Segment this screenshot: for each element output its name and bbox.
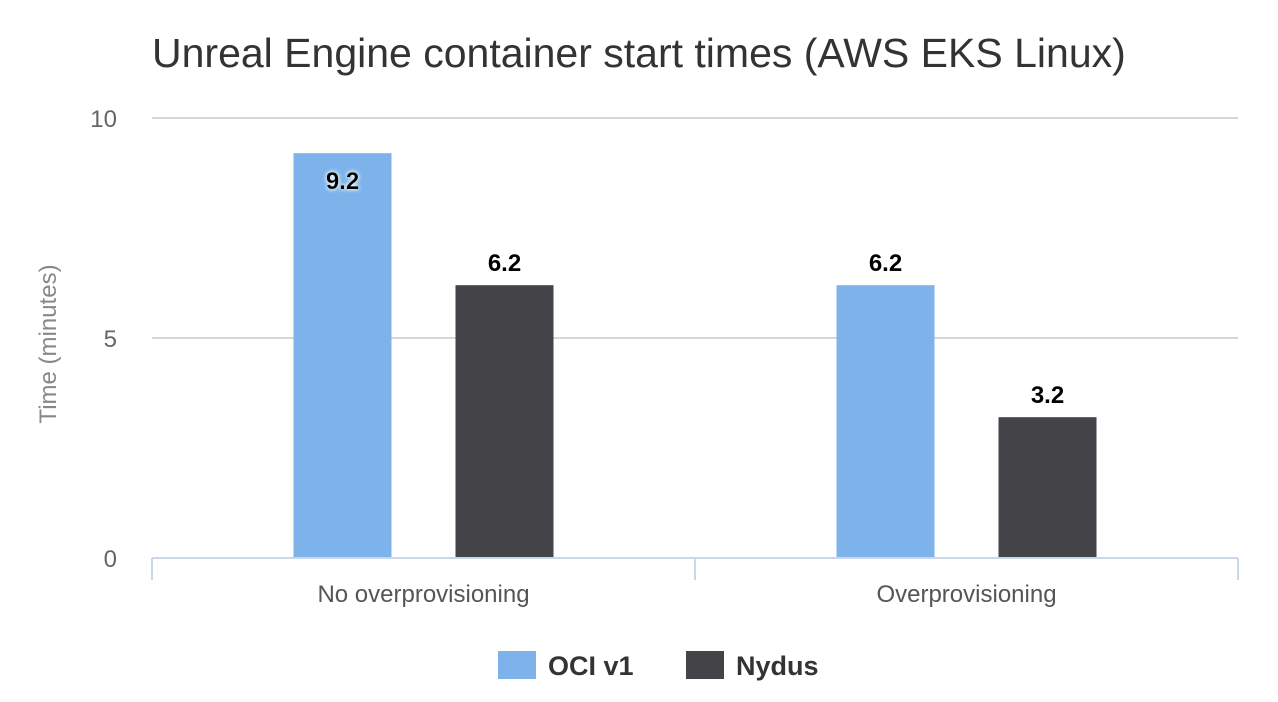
data-label: 9.2 xyxy=(326,168,359,195)
x-category-label: Overprovisioning xyxy=(876,581,1056,608)
y-tick-label-5: 5 xyxy=(104,326,117,353)
data-label: 3.2 xyxy=(1031,382,1064,409)
legend-swatch-nydus xyxy=(686,651,724,679)
legend-swatch-oci-v1 xyxy=(498,651,536,679)
x-axis-categories: No overprovisioning Overprovisioning xyxy=(317,581,1056,608)
legend-label: OCI v1 xyxy=(548,651,634,681)
data-labels: 9.2 6.2 6.2 3.2 xyxy=(326,168,1064,409)
y-tick-label-10: 10 xyxy=(90,106,117,133)
legend: OCI v1 Nydus xyxy=(498,651,819,681)
bar-nydus xyxy=(998,417,1097,558)
bars xyxy=(293,153,1097,558)
data-label: 6.2 xyxy=(869,250,902,277)
x-axis xyxy=(151,557,1239,580)
data-label: 6.2 xyxy=(488,250,521,277)
chart-title: Unreal Engine container start times (AWS… xyxy=(152,30,1126,76)
bar-nydus xyxy=(455,285,554,558)
bar-oci-v1 xyxy=(293,153,392,558)
y-axis-title: Time (minutes) xyxy=(35,264,62,423)
y-axis-ticks: 0 5 10 xyxy=(90,106,117,573)
legend-label: Nydus xyxy=(736,651,819,681)
x-category-label: No overprovisioning xyxy=(317,581,529,608)
y-tick-label-0: 0 xyxy=(104,546,117,573)
bar-oci-v1 xyxy=(836,285,935,558)
